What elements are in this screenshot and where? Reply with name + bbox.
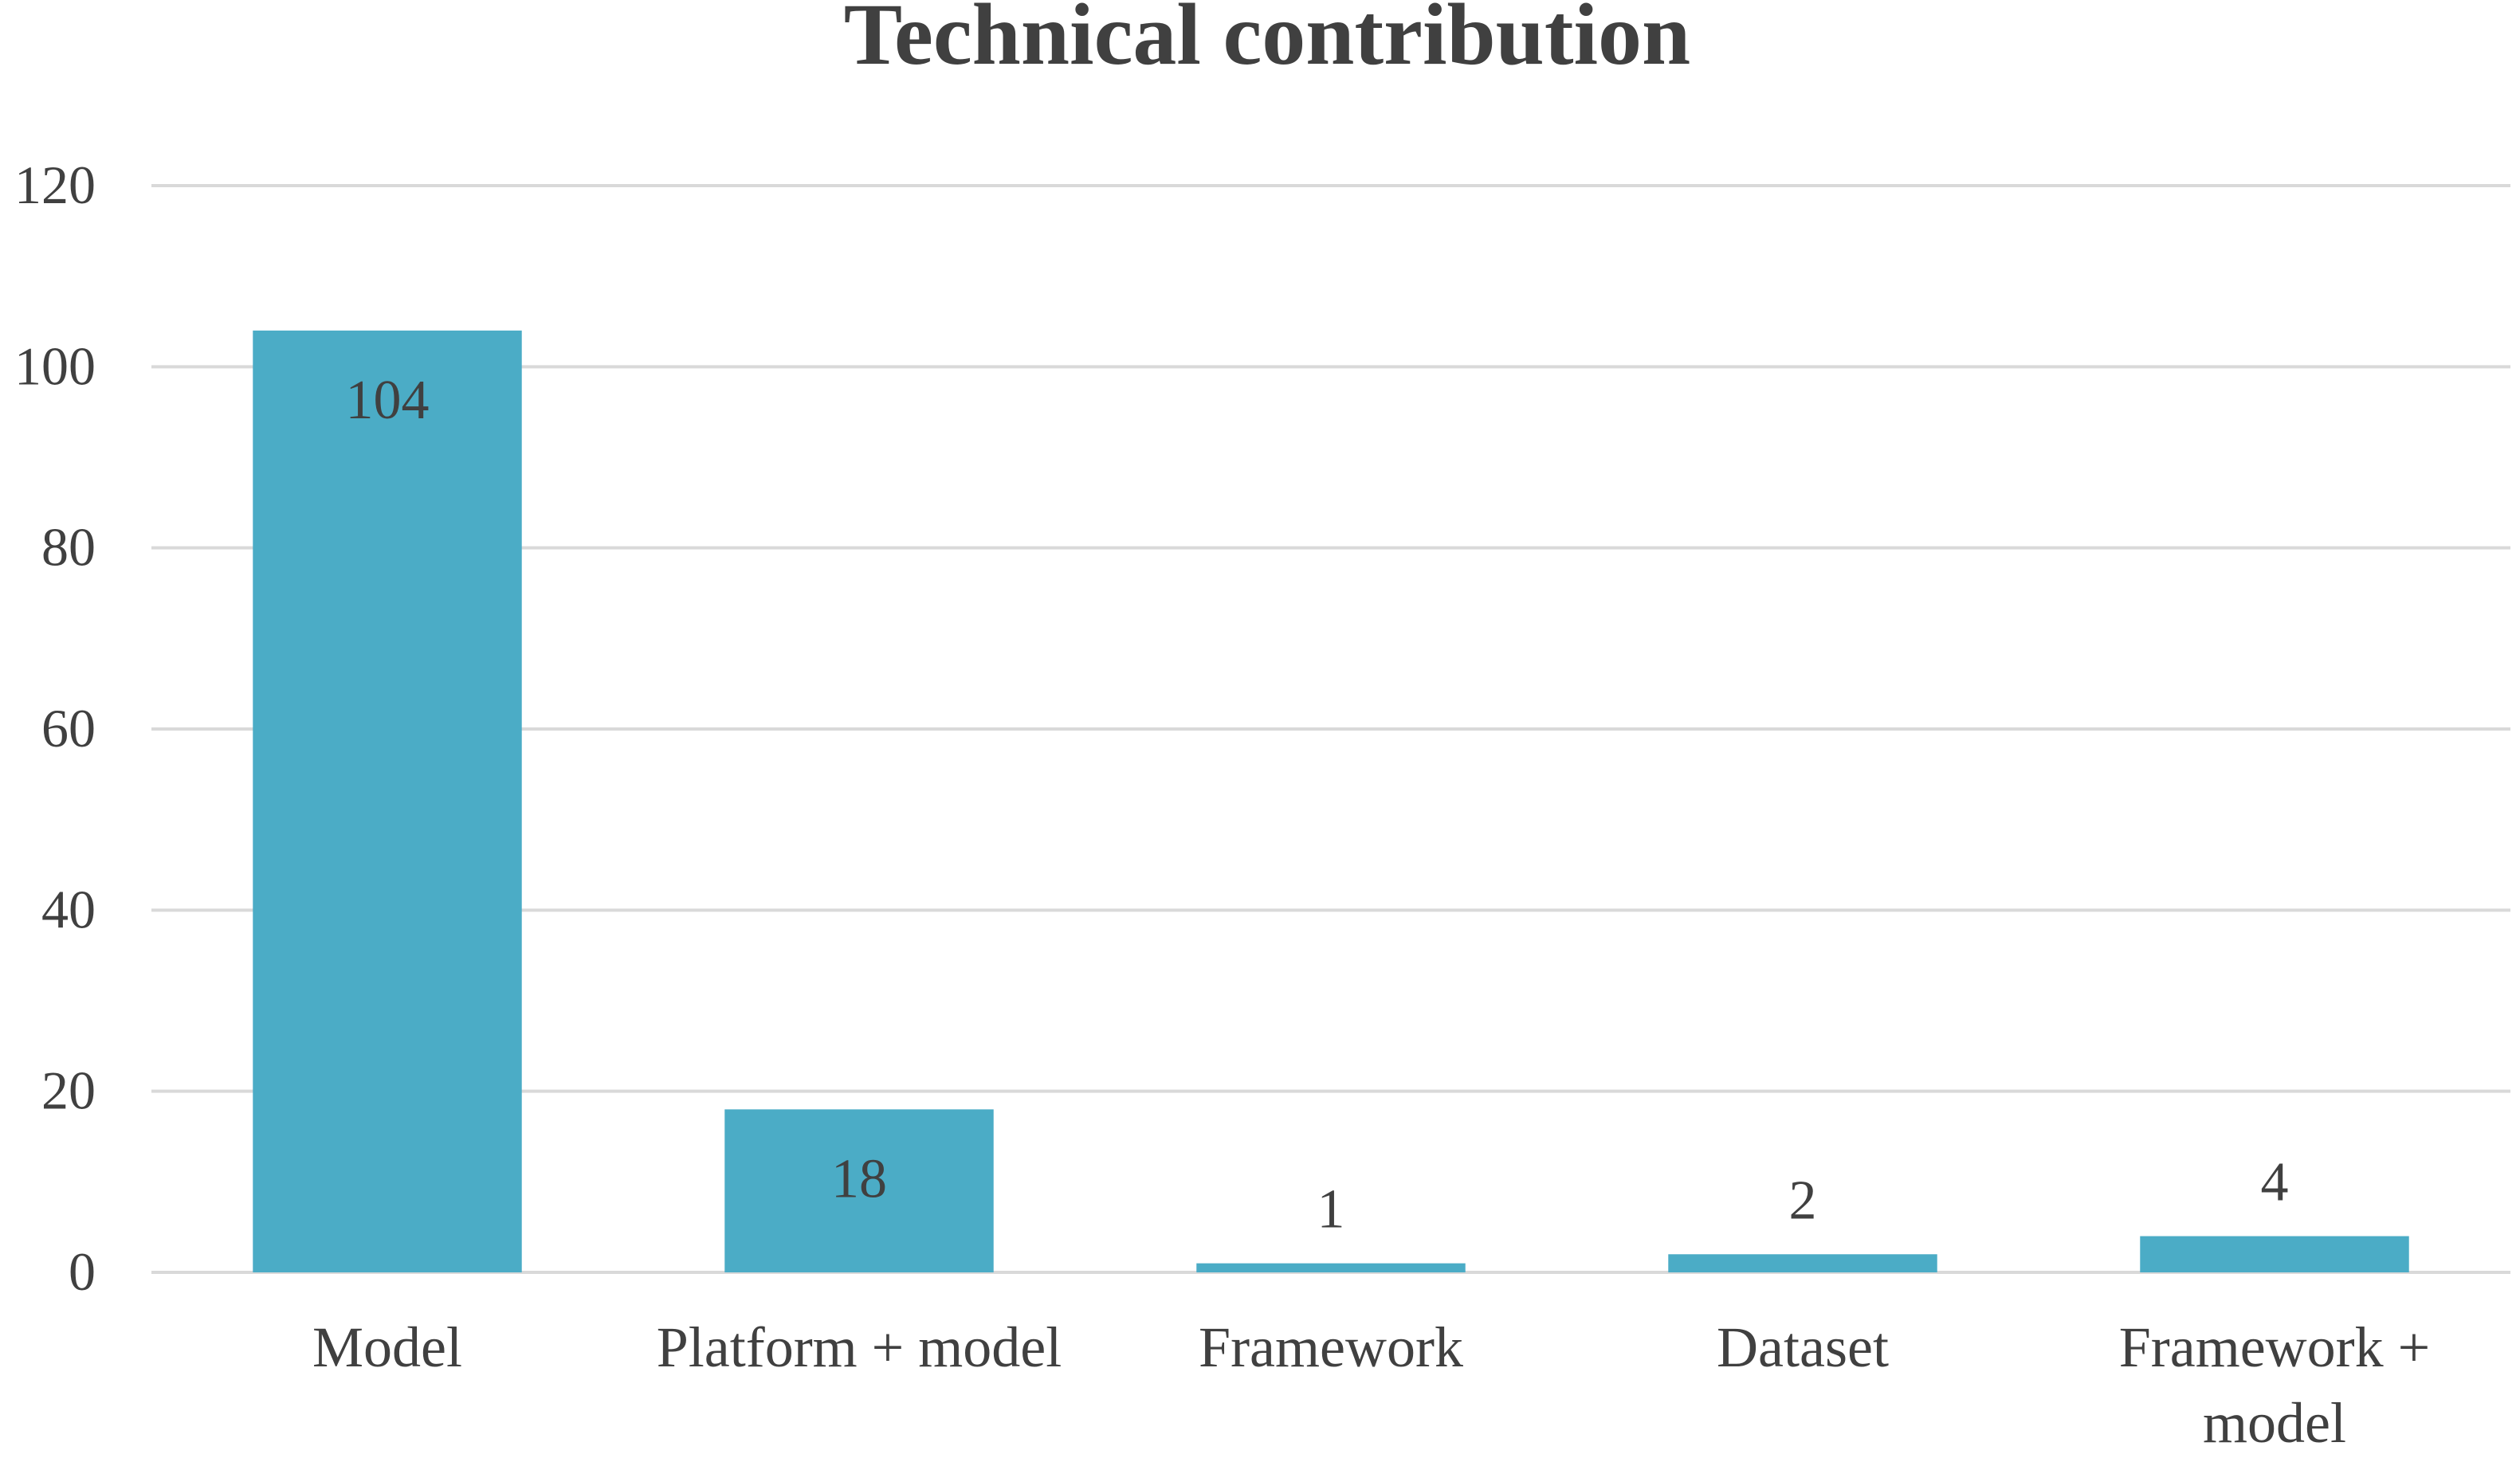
- data-label: 2: [1789, 1170, 1817, 1231]
- category-label: Platform + model: [657, 1315, 1062, 1379]
- label-layer: 0 20 40 60 80 100 120 104 Model 18 Platform + mode…: [14, 155, 2431, 1455]
- bar: [253, 330, 522, 1272]
- y-tick-label: 0: [69, 1241, 96, 1302]
- y-tick-label: 20: [41, 1060, 96, 1121]
- category-label: Model: [312, 1315, 462, 1379]
- bar: [1668, 1254, 1937, 1272]
- bar: [724, 1109, 994, 1272]
- y-tick-label: 60: [41, 698, 96, 758]
- bar: [1196, 1263, 1466, 1272]
- y-tick-label: 40: [41, 879, 96, 939]
- bar-layer: [253, 330, 2409, 1272]
- data-label: 104: [346, 370, 430, 431]
- data-label: 1: [1317, 1179, 1345, 1240]
- category-label: Dataset: [1717, 1315, 1889, 1379]
- y-tick-label: 80: [41, 517, 96, 578]
- y-tick-label: 100: [14, 335, 96, 396]
- grid-layer: [151, 184, 2510, 1274]
- bar: [2140, 1236, 2409, 1272]
- category-label: Framework: [1199, 1315, 1463, 1379]
- category-label: model: [2203, 1391, 2346, 1454]
- category-label: Framework +: [2119, 1315, 2431, 1379]
- chart-title: Technical contribution: [844, 0, 1690, 83]
- y-tick-label: 120: [14, 155, 96, 215]
- data-label: 4: [2261, 1152, 2289, 1213]
- data-label: 18: [831, 1148, 887, 1209]
